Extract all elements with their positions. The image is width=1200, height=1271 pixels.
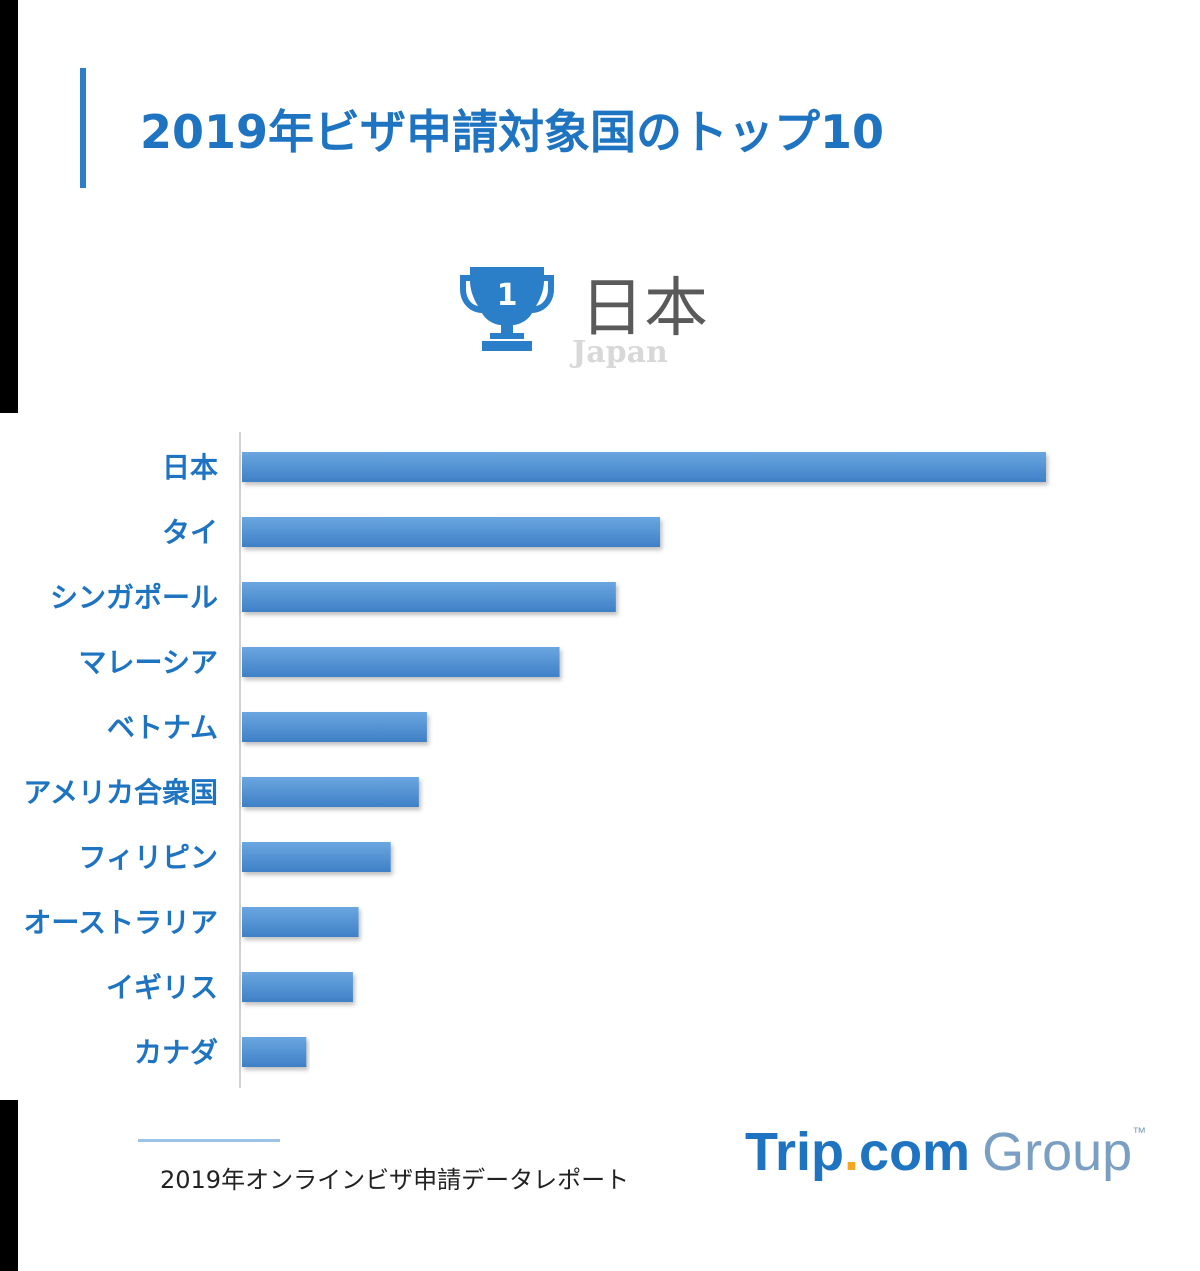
- category-label-3: マレーシア: [79, 646, 218, 679]
- left-edge-bar-bottom: [0, 1100, 18, 1271]
- logo-com-text: com: [859, 1122, 971, 1182]
- bar-chart: 日本タイシンガポールマレーシアベトナムアメリカ合衆国フィリピンオーストラリアイギ…: [23, 432, 1046, 1088]
- left-edge-bar-top: [0, 0, 18, 413]
- category-label-4: ベトナム: [107, 711, 218, 744]
- bar-3: [242, 647, 560, 677]
- logo-dot: .: [844, 1122, 860, 1182]
- winner-name: 日本: [580, 272, 708, 346]
- category-label-2: シンガポール: [50, 581, 218, 614]
- tripcom-group-logo: Trip.com Group™: [745, 1125, 1146, 1179]
- bars-group: [242, 452, 1046, 1067]
- bar-7: [242, 907, 359, 937]
- chart-title: 2019年ビザ申請対象国のトップ10: [140, 105, 885, 159]
- source-caption: 2019年オンラインビザ申請データレポート: [160, 1166, 630, 1194]
- source-rule: [138, 1139, 280, 1142]
- winner-badge: 1 日本 Japan: [460, 255, 720, 375]
- winner-name-english: Japan: [572, 335, 668, 370]
- trophy-icon: 1: [460, 267, 554, 351]
- bar-4: [242, 712, 427, 742]
- category-label-5: アメリカ合衆国: [23, 776, 218, 809]
- category-labels-group: 日本タイシンガポールマレーシアベトナムアメリカ合衆国フィリピンオーストラリアイギ…: [23, 451, 218, 1069]
- bar-1: [242, 517, 661, 547]
- logo-group-text: Group: [982, 1122, 1133, 1182]
- bar-9: [242, 1037, 307, 1067]
- category-label-8: イギリス: [106, 971, 218, 1004]
- bar-8: [242, 972, 353, 1002]
- category-label-9: カナダ: [134, 1036, 218, 1069]
- bar-2: [242, 582, 616, 612]
- category-label-1: タイ: [162, 516, 218, 549]
- winner-rank: 1: [497, 278, 518, 313]
- bar-6: [242, 842, 391, 872]
- logo-trip-text: Trip: [745, 1122, 845, 1182]
- bar-5: [242, 777, 419, 807]
- category-label-0: 日本: [162, 451, 218, 484]
- category-label-6: フィリピン: [79, 841, 218, 874]
- bar-0: [242, 452, 1046, 482]
- category-label-7: オーストラリア: [23, 906, 218, 939]
- title-accent-rule: [80, 68, 86, 188]
- logo-trademark: ™: [1132, 1124, 1147, 1140]
